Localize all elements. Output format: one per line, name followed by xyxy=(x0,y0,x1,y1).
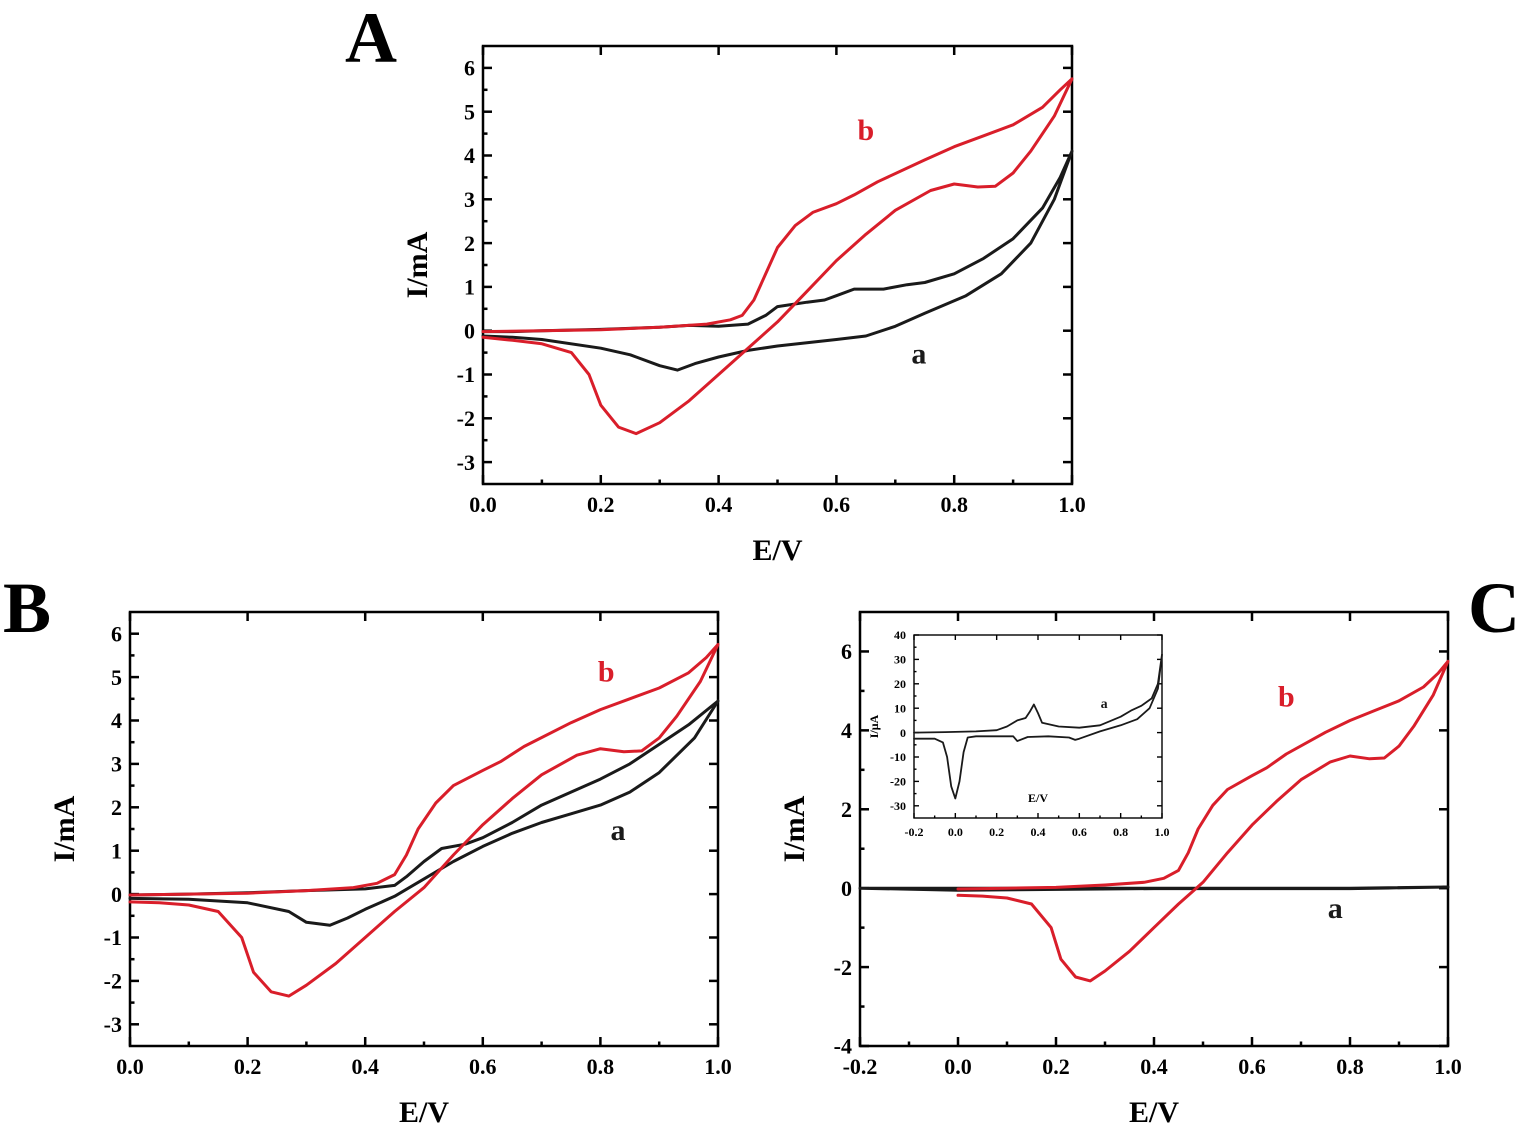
panel-b-chart: 0.0 0.2 0.4 0.6 0.8 1.0 -3 -2 -1 0 1 2 3 4 5 6 E/V I/mA a b xyxy=(48,610,732,1129)
panel-c-x-axis-label: E/V xyxy=(1129,1096,1179,1129)
panel-a-series-a-line xyxy=(481,149,1074,372)
panel-a-x-tick-label: 0.6 xyxy=(823,492,851,517)
panel-a-chart: 0.0 0.2 0.4 0.6 0.8 1.0 -3 -2 -1 0 1 2 3 4 5 6 E/V I/mA a b xyxy=(401,44,1086,567)
panel-c-inset-chart: -0.2 0.0 0.2 0.4 0.6 0.8 1.0 -30 -20 -10 0 10 20 30 40… xyxy=(867,625,1170,840)
panel-c-inset-x-tick-label: 0.6 xyxy=(1072,825,1087,839)
panel-a-y-tick-label: -3 xyxy=(457,450,475,475)
panel-label-a: A xyxy=(345,0,397,78)
panel-c-series-b-label: b xyxy=(1278,681,1295,714)
panel-c-y-axis-label: I/mA xyxy=(778,795,811,862)
panel-a-y-tick-label: 0 xyxy=(464,318,475,343)
panel-a-y-tick-label: 3 xyxy=(464,187,475,212)
panel-c-inset-x-tick-label: 0.2 xyxy=(989,825,1004,839)
panel-c-inset-series-a-label: a xyxy=(1101,697,1108,712)
panel-c-inset-series-a-line xyxy=(913,653,1163,800)
panel-c-inset-y-tick-label: 40 xyxy=(894,628,906,642)
panel-b-x-tick-label: 0.6 xyxy=(469,1054,497,1079)
panel-a-plot-frame xyxy=(481,44,1074,486)
panel-b-x-tick-label: 0.2 xyxy=(234,1054,262,1079)
panel-a-x-tick-label: 1.0 xyxy=(1058,492,1086,517)
panel-a-y-tick-label: 4 xyxy=(464,143,475,168)
panel-a-y-axis-label: I/mA xyxy=(401,231,434,298)
panel-a-x-tick-label: 0.0 xyxy=(469,492,497,517)
panel-b-y-tick-label: 0 xyxy=(111,882,122,907)
panel-c-x-tick-label: 0.4 xyxy=(1140,1054,1168,1079)
panel-b-y-tick-label: -3 xyxy=(104,1012,122,1037)
panel-c-y-tick-label: 2 xyxy=(841,797,852,822)
panel-c-inset-y-axis-label: I/μA xyxy=(867,714,881,738)
panel-c-inset-x-tick-label: 0.0 xyxy=(948,825,963,839)
panel-a-y-tick-label: 2 xyxy=(464,231,475,256)
panel-c-x-tick-label: 0.6 xyxy=(1238,1054,1266,1079)
panel-c-y-tick-label: 0 xyxy=(841,876,852,901)
panel-b-plot-frame xyxy=(128,610,720,1048)
panel-c-inset-y-tick-label: -20 xyxy=(890,775,906,789)
panel-c-y-tick-label: -2 xyxy=(834,955,852,980)
panel-c-inset-y-tick-label: -30 xyxy=(890,799,906,813)
panel-a-x-tick-label: 0.4 xyxy=(705,492,733,517)
panel-a-x-axis-label: E/V xyxy=(752,534,802,567)
panel-c-x-tick-label: 0.0 xyxy=(944,1054,972,1079)
panel-label-b: B xyxy=(3,568,51,648)
panel-b-y-tick-label: 5 xyxy=(111,665,122,690)
panel-c-y-tick-label: -4 xyxy=(834,1034,852,1059)
panel-c-inset-y-tick-label: -10 xyxy=(890,750,906,764)
panel-b-x-tick-label: 0.8 xyxy=(587,1054,615,1079)
panel-b-series-a-line xyxy=(128,699,720,927)
panel-c-inset-y-tick-label: 20 xyxy=(894,677,906,691)
panel-b-y-tick-label: 1 xyxy=(111,838,122,863)
panel-a-series-a-label: a xyxy=(911,338,926,371)
panel-a-x-tick-label: 0.8 xyxy=(940,492,968,517)
panel-b-y-axis-label: I/mA xyxy=(48,795,81,862)
panel-a-y-tick-label: -2 xyxy=(457,406,475,431)
panel-c-x-tick-label: 1.0 xyxy=(1434,1054,1462,1079)
panel-a-series-b-line xyxy=(481,77,1074,436)
panel-b-y-tick-label: 6 xyxy=(111,621,122,646)
panel-c-series-a-line xyxy=(858,885,1450,892)
panel-b-y-tick-label: 4 xyxy=(111,708,122,733)
panel-b-series-b-label: b xyxy=(598,655,615,688)
panel-c-inset-x-tick-label: 0.8 xyxy=(1113,825,1128,839)
panel-c-inset-y-tick-label: 30 xyxy=(894,653,906,667)
panel-c-inset-x-tick-label: -0.2 xyxy=(905,825,924,839)
panel-b-series-b-line xyxy=(128,643,720,998)
panel-c-series-b-line xyxy=(956,659,1450,983)
panel-a-series-b-label: b xyxy=(858,114,875,147)
panel-c-x-tick-label: -0.2 xyxy=(843,1054,878,1079)
panel-label-c: C xyxy=(1468,568,1520,648)
panel-c-inset-x-axis-label: E/V xyxy=(1028,791,1048,805)
panel-c-series-a-label: a xyxy=(1328,892,1343,925)
panel-a-x-tick-label: 0.2 xyxy=(587,492,615,517)
panel-b-y-tick-label: 2 xyxy=(111,795,122,820)
panel-c-y-tick-label: 4 xyxy=(841,718,852,743)
panel-b-x-tick-label: 0.0 xyxy=(116,1054,144,1079)
panel-b-y-tick-label: -2 xyxy=(104,969,122,994)
panel-b-x-tick-label: 0.4 xyxy=(351,1054,379,1079)
panel-b-x-axis-label: E/V xyxy=(399,1096,449,1129)
panel-b-series-a-label: a xyxy=(611,814,626,847)
panel-a-y-tick-label: 1 xyxy=(464,275,475,300)
panel-b-x-tick-label: 1.0 xyxy=(704,1054,732,1079)
panel-c-inset-x-tick-label: 1.0 xyxy=(1155,825,1170,839)
panel-c-x-tick-label: 0.2 xyxy=(1042,1054,1070,1079)
panel-c-inset-x-tick-label: 0.4 xyxy=(1031,825,1046,839)
panel-c-y-tick-label: 6 xyxy=(841,639,852,664)
panel-c-inset-y-tick-label: 10 xyxy=(894,701,906,715)
panel-c-x-tick-label: 0.8 xyxy=(1336,1054,1364,1079)
panel-a-y-tick-label: 5 xyxy=(464,99,475,124)
panel-a-y-tick-label: 6 xyxy=(464,56,475,81)
panel-b-y-tick-label: -1 xyxy=(104,925,122,950)
panel-a-y-tick-label: -1 xyxy=(457,362,475,387)
panel-b-y-tick-label: 3 xyxy=(111,752,122,777)
panel-c-inset-y-tick-label: 0 xyxy=(900,726,906,740)
